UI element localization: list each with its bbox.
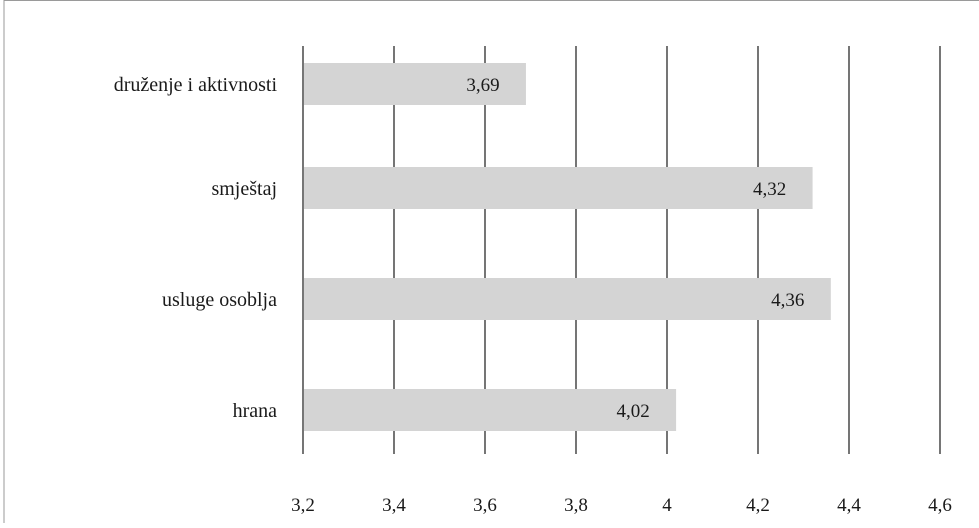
category-label: hrana [233,400,278,422]
x-tick-label: 3,2 [291,495,315,516]
x-tick-label: 4 [662,495,672,516]
bar [304,389,677,431]
bar-value-label: 4,36 [771,290,804,311]
category-label: druženje i aktivnosti [114,74,278,96]
bar [304,167,813,209]
bar-value-label: 4,32 [753,179,786,200]
x-tick-label: 3,8 [564,495,588,516]
bars [304,63,831,431]
x-tick-label: 4,4 [837,495,861,516]
bar-value-label: 3,69 [466,75,499,96]
bar [304,278,831,320]
x-tick-label: 4,2 [746,495,770,516]
x-tick-label: 3,6 [473,495,497,516]
grid-lines [302,46,941,454]
x-tick-label: 3,4 [382,495,406,516]
x-tick-label: 4,6 [928,495,952,516]
labels: 3,2 3,4 3,6 3,8 4 4,2 4,4 4,6 3,69 druženje i akt… [114,74,952,516]
bar [304,63,526,105]
bar-value-label: 4,02 [616,401,649,422]
category-label: smještaj [211,178,277,200]
category-label: usluge osoblja [162,289,277,311]
